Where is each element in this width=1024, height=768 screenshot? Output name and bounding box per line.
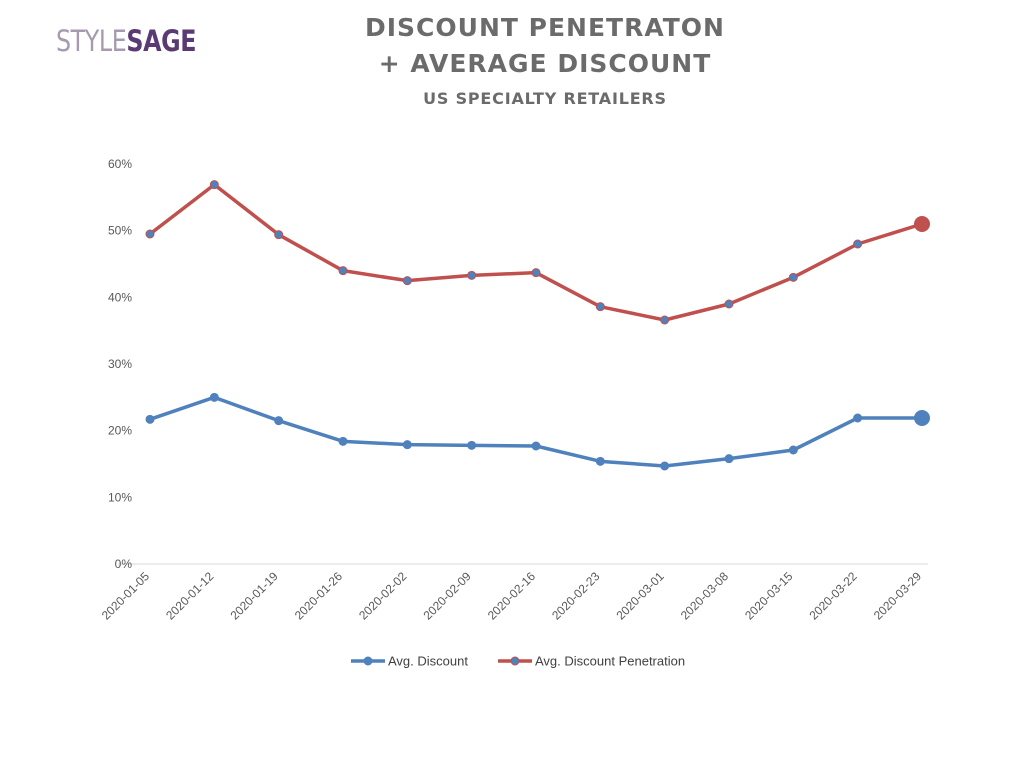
data-point (914, 410, 930, 426)
data-point (338, 436, 348, 446)
data-point (788, 272, 798, 282)
legend-item-avg-discount-penetration: Avg. Discount Penetration (498, 654, 685, 669)
data-point (531, 441, 541, 451)
x-tick-label: 2020-02-23 (549, 569, 603, 623)
x-tick-label: 2020-03-29 (871, 569, 925, 623)
data-point (209, 180, 219, 190)
x-tick-label: 2020-03-22 (806, 569, 860, 623)
data-point (274, 230, 284, 240)
legend-marker (363, 656, 373, 666)
data-point (788, 445, 798, 455)
chart-subtitle: US SPECIALTY RETAILERS (423, 89, 667, 108)
x-tick-label: 2020-02-02 (356, 569, 410, 623)
data-point (402, 276, 412, 286)
y-tick-label: 50% (108, 224, 132, 238)
y-tick-label: 60% (108, 157, 132, 171)
y-tick-label: 10% (108, 490, 132, 504)
data-point (274, 416, 284, 426)
data-point (853, 413, 863, 423)
y-tick-label: 40% (108, 290, 132, 304)
data-point (467, 270, 477, 280)
x-tick-label: 2020-03-01 (613, 569, 667, 623)
x-tick-label: 2020-01-05 (99, 569, 153, 623)
data-point (595, 456, 605, 466)
data-point (209, 392, 219, 402)
data-point (338, 266, 348, 276)
y-tick-label: 0% (115, 557, 133, 571)
data-point (531, 268, 541, 278)
x-tick-label: 2020-01-19 (227, 569, 281, 623)
x-tick-label: 2020-01-26 (292, 569, 346, 623)
stylesage-logo: STYLESAGE (56, 24, 196, 58)
x-tick-label: 2020-01-12 (163, 569, 217, 623)
legend-marker (510, 656, 520, 666)
data-point (402, 440, 412, 450)
legend-label: Avg. Discount (388, 654, 468, 669)
data-point (853, 239, 863, 249)
data-point (145, 414, 155, 424)
x-tick-label: 2020-02-16 (485, 569, 539, 623)
x-tick-label: 2020-03-08 (678, 569, 732, 623)
series-avg-discount-penetration (145, 180, 930, 325)
chart-title-line-2: + AVERAGE DISCOUNT (378, 49, 712, 78)
data-point (660, 461, 670, 471)
chart-title-block: DISCOUNT PENETRATON + AVERAGE DISCOUNT U… (300, 10, 790, 108)
legend-item-avg-discount: Avg. Discount (351, 654, 468, 669)
series-line (148, 395, 924, 468)
x-tick-label: 2020-02-09 (420, 569, 474, 623)
data-point (595, 302, 605, 312)
x-tick-label: 2020-03-15 (742, 569, 796, 623)
series-line (148, 182, 924, 322)
y-tick-label: 30% (108, 357, 132, 371)
data-point (914, 216, 930, 232)
data-point (724, 299, 734, 309)
chart-title-line-1: DISCOUNT PENETRATON (365, 13, 725, 42)
y-tick-label: 20% (108, 424, 132, 438)
data-point (660, 315, 670, 325)
data-point (724, 454, 734, 464)
series-avg-discount (145, 392, 930, 471)
logo-sage-text: SAGE (126, 24, 197, 58)
data-point (467, 440, 477, 450)
data-point (145, 229, 155, 239)
logo-style-text: STYLE (56, 24, 127, 58)
legend-label: Avg. Discount Penetration (535, 654, 685, 669)
